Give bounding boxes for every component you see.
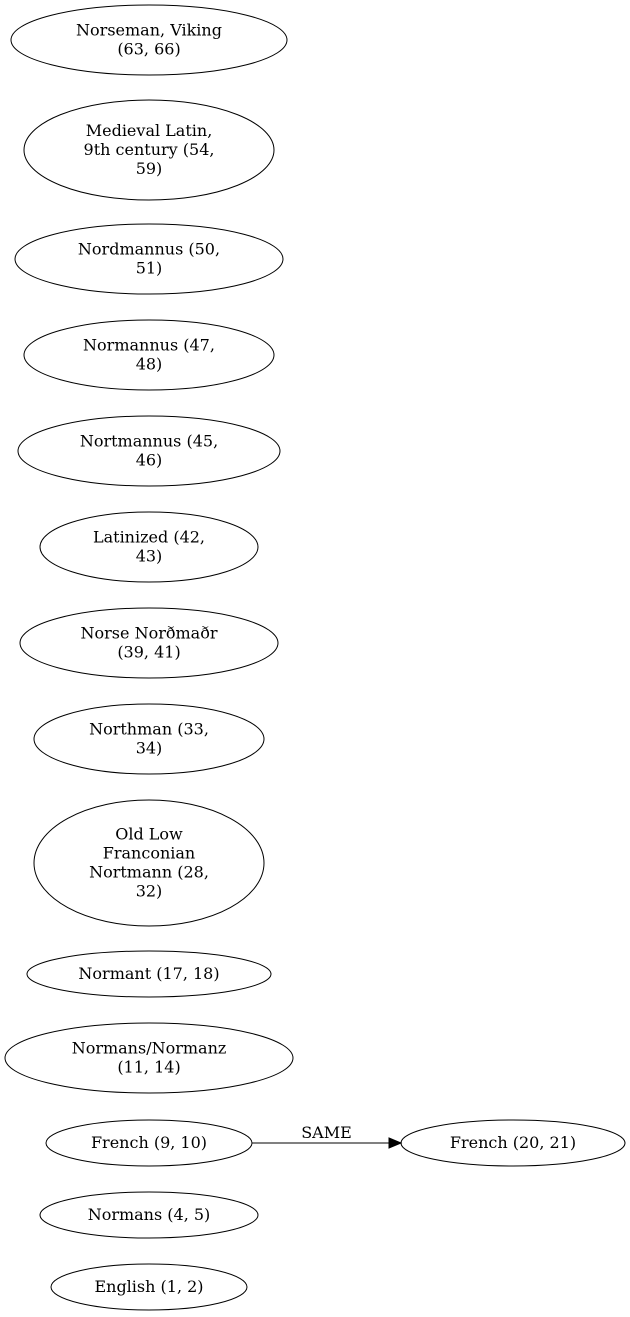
graph-node: Normans (4, 5) — [39, 1191, 259, 1239]
node-label: 34) — [136, 739, 163, 758]
node-label: Medieval Latin, — [86, 121, 213, 140]
node-ellipse — [23, 319, 275, 391]
node-label: 9th century (54, — [84, 140, 215, 159]
node-label: Norse Norðmaðr — [81, 624, 218, 643]
graph-node: Nortmannus (45,46) — [17, 415, 281, 487]
node-ellipse — [39, 511, 259, 583]
node-label: Normannus (47, — [83, 336, 215, 355]
node-ellipse — [33, 799, 265, 927]
graph-node: French (9, 10) — [45, 1119, 253, 1167]
node-label: (39, 41) — [117, 643, 180, 662]
graph-node: Norseman, Viking(63, 66) — [10, 4, 288, 76]
node-ellipse — [4, 1022, 294, 1094]
node-label: Normans/Normanz — [72, 1039, 227, 1058]
node-ellipse — [10, 4, 288, 76]
node-ellipse — [23, 99, 275, 201]
node-label: English (1, 2) — [94, 1277, 203, 1296]
node-label: French (9, 10) — [91, 1133, 207, 1152]
graph-node: English (1, 2) — [50, 1263, 248, 1311]
node-ellipse — [14, 223, 284, 295]
node-label: 48) — [136, 355, 163, 374]
node-label: Nortmann (28, — [89, 863, 209, 882]
graph-edge: SAME — [252, 1123, 403, 1149]
graph-node: Northman (33,34) — [33, 703, 265, 775]
node-ellipse — [50, 1263, 248, 1311]
node-label: Northman (33, — [89, 720, 209, 739]
graph-node: Latinized (42,43) — [39, 511, 259, 583]
node-label: (63, 66) — [117, 40, 180, 59]
graph-node: Normant (17, 18) — [26, 950, 272, 998]
node-label: Nortmannus (45, — [80, 432, 218, 451]
node-ellipse — [33, 703, 265, 775]
graph-node: Nordmannus (50,51) — [14, 223, 284, 295]
node-label: Normant (17, 18) — [78, 964, 219, 983]
node-label: Normans (4, 5) — [88, 1205, 211, 1224]
node-label: Latinized (42, — [93, 528, 205, 547]
node-label: French (20, 21) — [450, 1133, 576, 1152]
node-label: Old Low — [115, 825, 183, 844]
arrowhead-icon — [388, 1137, 403, 1149]
node-label: 59) — [136, 159, 163, 178]
node-label: (11, 14) — [117, 1058, 180, 1077]
graph-node: Medieval Latin,9th century (54,59) — [23, 99, 275, 201]
node-label: Nordmannus (50, — [78, 240, 220, 259]
node-label: Franconian — [103, 844, 195, 863]
node-label: 51) — [136, 259, 163, 278]
node-ellipse — [26, 950, 272, 998]
node-label: 32) — [136, 882, 163, 901]
graph-node: Norse Norðmaðr(39, 41) — [19, 607, 279, 679]
edge-label: SAME — [301, 1123, 352, 1142]
graph-node: French (20, 21) — [400, 1119, 626, 1167]
node-label: Norseman, Viking — [76, 21, 222, 40]
node-ellipse — [19, 607, 279, 679]
node-ellipse — [17, 415, 281, 487]
node-label: 43) — [136, 547, 163, 566]
node-label: 46) — [136, 451, 163, 470]
graph-node: Normans/Normanz(11, 14) — [4, 1022, 294, 1094]
graph-node: Normannus (47,48) — [23, 319, 275, 391]
node-ellipse — [39, 1191, 259, 1239]
